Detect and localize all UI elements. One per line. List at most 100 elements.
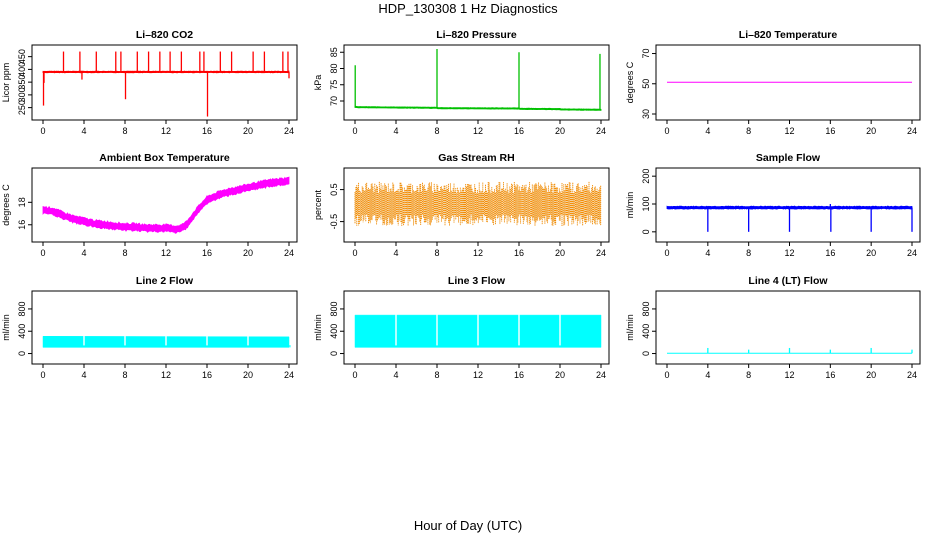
- x-tick-label: 4: [393, 126, 398, 136]
- x-tick-label: 24: [907, 370, 917, 380]
- x-tick-label: 20: [866, 370, 876, 380]
- x-tick-label: 8: [746, 126, 751, 136]
- x-tick-label: 4: [393, 248, 398, 258]
- x-tick-label: 12: [161, 248, 171, 258]
- y-axis-label: kPa: [313, 75, 323, 91]
- y-tick-label: 0: [641, 229, 651, 234]
- panel-title: Ambient Box Temperature: [99, 152, 230, 164]
- y-axis-label: ml/min: [313, 314, 323, 341]
- x-tick-label: 16: [825, 248, 835, 258]
- x-tick-label: 16: [202, 370, 212, 380]
- x-tick-label: 24: [907, 248, 917, 258]
- panel-title: Li–820 Temperature: [739, 29, 838, 41]
- x-tick-label: 24: [284, 126, 294, 136]
- y-tick-label: 70: [329, 96, 339, 106]
- x-tick-label: 8: [434, 248, 439, 258]
- x-tick-label: 12: [784, 248, 794, 258]
- x-tick-label: 24: [284, 370, 294, 380]
- y-tick-label: -0.5: [329, 214, 339, 230]
- y-tick-label: 350: [17, 75, 27, 90]
- x-tick-label: 0: [40, 370, 45, 380]
- x-tick-label: 0: [40, 248, 45, 258]
- plot-frame: [31, 44, 298, 121]
- x-tick-label: 0: [664, 126, 669, 136]
- y-axis-label: ml/min: [625, 314, 635, 341]
- x-tick-label: 16: [514, 370, 524, 380]
- y-tick-label: 0: [641, 351, 651, 356]
- panel-title: Line 2 Flow: [136, 275, 194, 287]
- x-tick-label: 16: [202, 248, 212, 258]
- x-tick-label: 8: [122, 126, 127, 136]
- x-tick-label: 16: [825, 370, 835, 380]
- plot-frame: [31, 290, 298, 365]
- y-tick-label: 100: [641, 196, 651, 211]
- x-tick-label: 8: [434, 126, 439, 136]
- y-tick-label: 0.5: [329, 183, 339, 196]
- x-tick-label: 20: [243, 126, 253, 136]
- x-tick-label: 4: [81, 126, 86, 136]
- y-tick-label: 450: [17, 49, 27, 64]
- figure-title: HDP_130308 1 Hz Diagnostics: [378, 1, 558, 16]
- panel-title: Line 4 (LT) Flow: [748, 275, 828, 287]
- y-tick-label: 800: [329, 301, 339, 316]
- x-tick-label: 4: [81, 248, 86, 258]
- x-tick-label: 4: [705, 370, 710, 380]
- x-tick-label: 0: [40, 126, 45, 136]
- x-tick-label: 20: [866, 248, 876, 258]
- panel-7: Line 2 Flow ml/min 0 400 800 0 4 8 12 16 20 24: [1, 275, 298, 380]
- y-axis-label: Licor ppm: [1, 63, 11, 103]
- x-tick-label: 20: [866, 126, 876, 136]
- x-tick-label: 12: [784, 370, 794, 380]
- x-tick-label: 12: [473, 248, 483, 258]
- y-tick-label: 75: [329, 80, 339, 90]
- plot-frame: [343, 167, 610, 243]
- plot-frame: [343, 290, 610, 365]
- x-tick-label: 16: [514, 126, 524, 136]
- x-tick-label: 8: [434, 370, 439, 380]
- panel-2: Li–820 Pressure kPa 70 75 80 85 0 4 8 12 16 20 24: [313, 29, 610, 136]
- panel-4: Ambient Box Temperature degrees C 16 18 0 4 8 1…: [1, 152, 298, 258]
- x-tick-label: 12: [784, 126, 794, 136]
- x-tick-label: 20: [555, 126, 565, 136]
- y-axis-label: ml/min: [1, 314, 11, 341]
- x-tick-label: 16: [825, 126, 835, 136]
- panel-title: Gas Stream RH: [438, 152, 514, 164]
- panel-title: Li–820 CO2: [136, 29, 193, 41]
- x-tick-label: 4: [705, 126, 710, 136]
- x-axis-title: Hour of Day (UTC): [413, 518, 523, 533]
- y-tick-label: 800: [17, 301, 27, 316]
- panel-9: Line 4 (LT) Flow ml/min 0 400 800 0 4 8 12 16 20 24: [625, 275, 921, 380]
- x-tick-label: 16: [202, 126, 212, 136]
- x-tick-label: 20: [243, 370, 253, 380]
- x-tick-label: 12: [473, 126, 483, 136]
- x-tick-label: 24: [596, 370, 606, 380]
- y-tick-label: 400: [641, 324, 651, 339]
- x-tick-label: 0: [664, 370, 669, 380]
- y-axis-label: degrees C: [1, 184, 11, 226]
- y-tick-label: 200: [641, 169, 651, 184]
- x-tick-label: 20: [555, 248, 565, 258]
- x-tick-label: 20: [243, 248, 253, 258]
- panel-3: Li–820 Temperature degrees C 30 50 70 0 4 8 12 16…: [625, 29, 921, 136]
- panel-title: Li–820 Pressure: [436, 29, 517, 41]
- y-axis-label: ml/min: [625, 192, 635, 219]
- x-tick-label: 20: [555, 370, 565, 380]
- x-tick-label: 0: [352, 370, 357, 380]
- y-tick-label: 50: [641, 79, 651, 89]
- y-tick-label: 80: [329, 63, 339, 73]
- y-tick-label: 300: [17, 87, 27, 102]
- panel-5: Gas Stream RH percent -0.5 0.5 0 4 8 12 16 20 24: [313, 152, 610, 258]
- series-band: [42, 176, 290, 234]
- x-tick-label: 8: [122, 248, 127, 258]
- plot-frame: [655, 167, 921, 243]
- x-tick-label: 12: [161, 126, 171, 136]
- y-tick-label: 85: [329, 47, 339, 57]
- x-tick-label: 4: [81, 370, 86, 380]
- x-tick-label: 8: [122, 370, 127, 380]
- x-tick-label: 4: [393, 370, 398, 380]
- x-tick-label: 16: [514, 248, 524, 258]
- y-tick-label: 0: [329, 351, 339, 356]
- panel-6: Sample Flow ml/min 0 100 200 0 4 8 12 16 20 24: [625, 152, 921, 258]
